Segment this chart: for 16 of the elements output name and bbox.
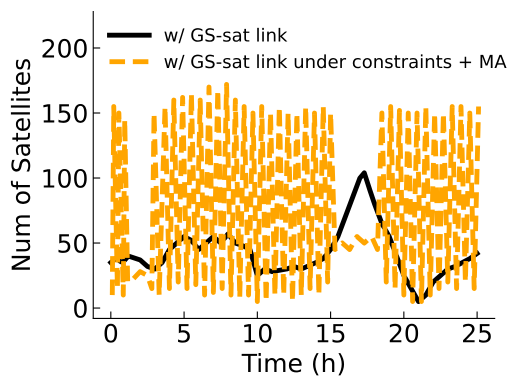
y-tick-label: 50 [58,234,87,253]
y-axis-title: Num of Satellites [10,59,30,270]
line-series [110,82,482,304]
x-tick-label: 0 [104,324,118,343]
y-tick-label: 0 [74,298,87,318]
x-tick-label: 10 [244,324,272,343]
x-tick-label: 15 [317,324,344,343]
legend-label: w/ GS-sat link [164,28,288,44]
legend-label: w/ GS-sat link under constraints + MA [164,54,507,70]
x-tick-label: 25 [463,324,491,343]
x-axis-title: Time (h) [242,353,344,376]
x-tick-label: 20 [390,324,418,343]
x-tick-label: 5 [178,324,190,343]
y-tick-label: 200 [42,38,87,58]
y-tick-label: 100 [43,168,87,188]
y-tick-label: 150 [43,104,87,123]
